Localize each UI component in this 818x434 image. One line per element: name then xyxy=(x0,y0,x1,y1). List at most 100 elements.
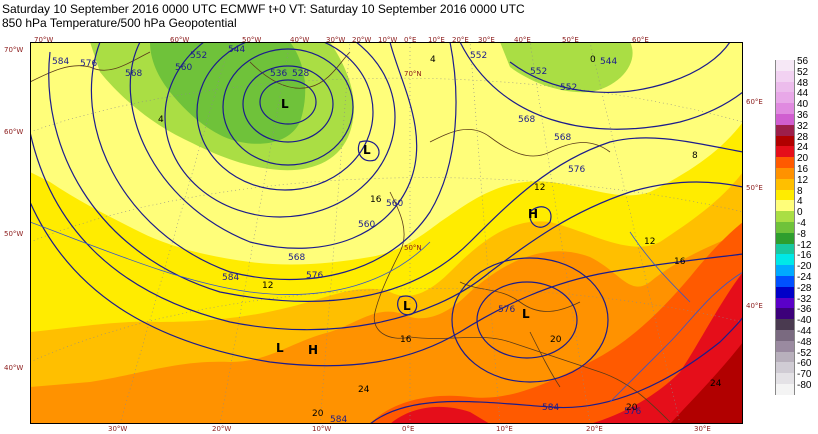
legend-label: -40 xyxy=(797,315,812,327)
temp-label: 20 xyxy=(550,335,562,345)
legend-swatch xyxy=(775,146,795,158)
contour-label: 568 xyxy=(554,133,571,143)
contour-label: 576 xyxy=(568,165,585,175)
temp-fill-20 xyxy=(370,222,743,424)
lon-label: 20°W xyxy=(352,36,372,44)
legend-label: -36 xyxy=(797,304,812,316)
legend-label: -8 xyxy=(797,228,806,240)
legend-label: -80 xyxy=(797,380,812,391)
contour-label: 568 xyxy=(288,253,305,263)
legend-swatch xyxy=(775,362,795,374)
contour-label: 544 xyxy=(228,45,245,55)
legend-label: -28 xyxy=(797,282,812,294)
legend-swatch xyxy=(775,384,795,395)
contour-label: 560 xyxy=(358,220,375,230)
legend-swatch xyxy=(775,232,795,244)
legend-label: 16 xyxy=(797,164,809,175)
map-frame xyxy=(30,42,743,424)
contour-label: 584 xyxy=(52,57,69,67)
lon-label: 50°W xyxy=(242,36,262,44)
bottom-lon-labels: 30°W 20°W 10°W 0°E 10°E 20°E 30°E xyxy=(30,425,743,433)
contour-label: 552 xyxy=(470,51,487,61)
contour-label: 544 xyxy=(600,57,617,67)
legend-swatch xyxy=(775,319,795,330)
legend-swatch xyxy=(775,265,795,276)
legend-swatch xyxy=(775,340,795,352)
legend-label: 12 xyxy=(797,174,809,186)
legend-swatch xyxy=(775,286,795,298)
legend-swatch xyxy=(775,157,795,168)
contour-label: 536 xyxy=(270,69,287,79)
temp-label: 16 xyxy=(674,257,686,267)
legend-label: 4 xyxy=(797,196,803,208)
legend-swatch xyxy=(775,351,795,363)
low-pressure-center: L xyxy=(522,307,530,321)
lon-label: 40°W xyxy=(290,36,310,44)
temp-fill-28 xyxy=(670,342,743,424)
lon-label: 0°E xyxy=(404,36,417,44)
lon-label: 20°E xyxy=(452,36,469,44)
legend-swatch xyxy=(775,103,795,114)
geopotential-contours xyxy=(30,42,743,424)
legend-swatch xyxy=(775,254,795,266)
lon-label: 10°W xyxy=(378,36,398,44)
legend-label: 40 xyxy=(797,99,809,111)
lat-label: 60°W xyxy=(4,128,24,136)
legend-label: -32 xyxy=(797,293,812,305)
contour-label: 576 xyxy=(498,305,515,315)
temp-label: 12 xyxy=(534,183,545,193)
low-pressure-center: L xyxy=(363,143,371,157)
legend-swatch xyxy=(775,114,795,125)
lon-label: 10°E xyxy=(496,425,513,433)
legend-swatch xyxy=(775,373,795,384)
legend-label: 36 xyxy=(797,110,809,121)
legend-swatch xyxy=(775,200,795,212)
temp-label: 24 xyxy=(358,385,370,395)
legend-label: 56 xyxy=(797,56,809,67)
lat-label: 60°E xyxy=(746,98,763,106)
legend-label: 8 xyxy=(797,185,803,197)
legend-label: 48 xyxy=(797,77,809,89)
inner-lat-label-group: 70°N 50°N xyxy=(404,70,422,252)
contour-label: 576 xyxy=(306,271,323,281)
legend-swatch xyxy=(775,124,795,136)
low-pressure-center: L xyxy=(281,97,289,111)
contour-label: 560 xyxy=(175,63,192,73)
high-pressure-center: H xyxy=(308,343,318,357)
lat-label: 40°W xyxy=(4,364,24,372)
legend-swatch xyxy=(775,297,795,309)
legend-swatch xyxy=(775,330,795,341)
contour-label: 560 xyxy=(386,199,403,209)
legend-label: -20 xyxy=(797,261,812,273)
legend-label: 24 xyxy=(797,142,809,154)
legend-label: 0 xyxy=(797,207,803,219)
temp-label: 0 xyxy=(590,55,596,65)
legend-swatch xyxy=(775,81,795,93)
inner-lat-label: 70°N xyxy=(404,70,422,78)
lat-label: 40°E xyxy=(746,302,763,310)
contour-label-group: 584 576 568 560 552 544 536 528 552 544 … xyxy=(52,45,641,424)
contour-label: 552 xyxy=(530,67,547,77)
legend-swatch xyxy=(775,243,795,255)
legend-swatch xyxy=(775,276,795,287)
lon-label: 30°E xyxy=(478,36,495,44)
temp-label: 20 xyxy=(312,409,324,419)
lat-label: 70°W xyxy=(4,46,24,54)
legend-swatch xyxy=(775,308,795,320)
temp-label: 12 xyxy=(644,237,655,247)
lon-label: 0°E xyxy=(402,425,415,433)
lon-label: 30°W xyxy=(108,425,128,433)
legend-label: -12 xyxy=(797,239,812,251)
contour-label: 552 xyxy=(560,83,577,93)
contour-label: 576 xyxy=(624,407,641,417)
lon-label: 10°W xyxy=(312,425,332,433)
legend-label: 28 xyxy=(797,131,809,143)
lon-label: 20°E xyxy=(586,425,603,433)
legend-label: 44 xyxy=(797,88,809,100)
lon-label: 20°W xyxy=(212,425,232,433)
lat-label: 50°W xyxy=(4,230,24,238)
pressure-center-group: L L L L L H H xyxy=(276,97,538,357)
lon-label: 30°W xyxy=(326,36,346,44)
lon-label: 70°W xyxy=(34,36,54,44)
lon-label: 30°E xyxy=(694,425,711,433)
